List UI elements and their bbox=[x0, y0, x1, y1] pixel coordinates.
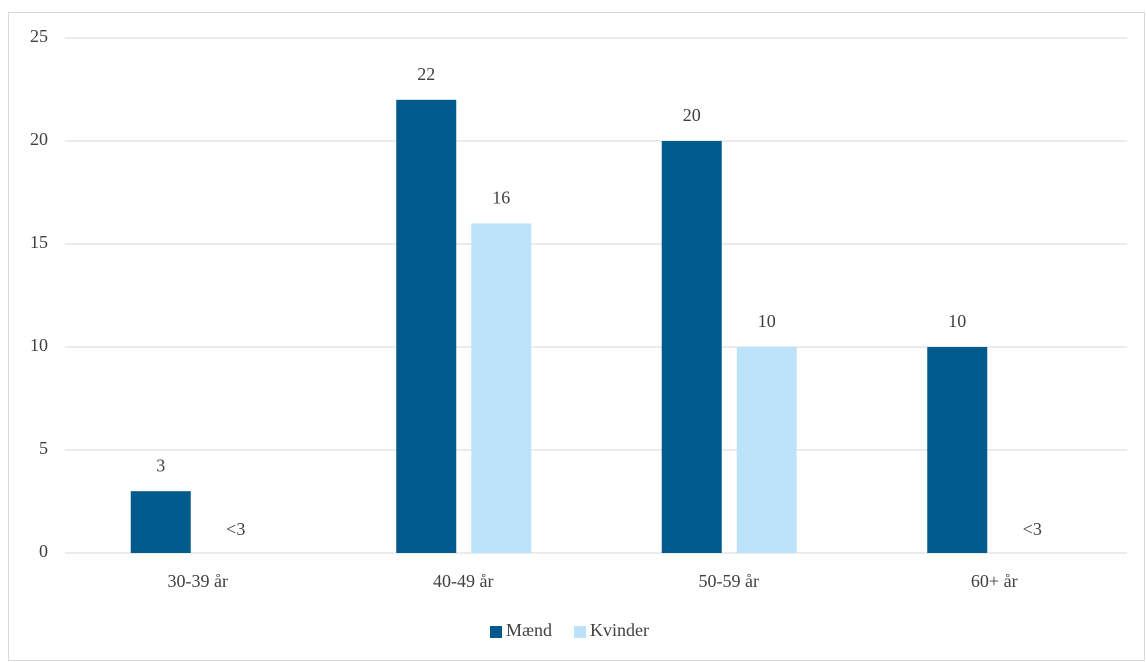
x-tick-label: 30-39 år bbox=[168, 571, 228, 591]
data-label: 20 bbox=[683, 105, 701, 125]
legend-label: Kvinder bbox=[590, 620, 649, 640]
y-tick-label: 25 bbox=[30, 26, 48, 46]
data-label: 10 bbox=[758, 311, 776, 331]
bar bbox=[661, 141, 722, 553]
bar bbox=[927, 347, 988, 553]
x-tick-label: 60+ år bbox=[971, 571, 1018, 591]
data-label: 22 bbox=[417, 64, 435, 84]
data-label: 16 bbox=[492, 188, 510, 208]
y-tick-label: 10 bbox=[30, 335, 48, 355]
y-tick-label: 0 bbox=[39, 541, 48, 561]
data-label: <3 bbox=[1023, 519, 1042, 539]
legend-swatch bbox=[574, 626, 587, 638]
y-tick-label: 5 bbox=[39, 438, 48, 458]
chart-frame bbox=[8, 12, 1145, 661]
y-tick-label: 20 bbox=[30, 129, 48, 149]
data-label: <3 bbox=[226, 519, 245, 539]
bar bbox=[736, 347, 797, 553]
x-tick-label: 50-59 år bbox=[699, 571, 759, 591]
bar bbox=[471, 223, 532, 553]
bar bbox=[396, 99, 457, 554]
y-tick-label: 15 bbox=[30, 232, 48, 252]
legend-swatch bbox=[490, 626, 502, 638]
bar bbox=[130, 491, 191, 553]
data-label: 10 bbox=[948, 311, 966, 331]
x-tick-label: 40-49 år bbox=[433, 571, 493, 591]
legend-label: Mænd bbox=[506, 620, 552, 640]
data-label: 3 bbox=[156, 455, 165, 475]
